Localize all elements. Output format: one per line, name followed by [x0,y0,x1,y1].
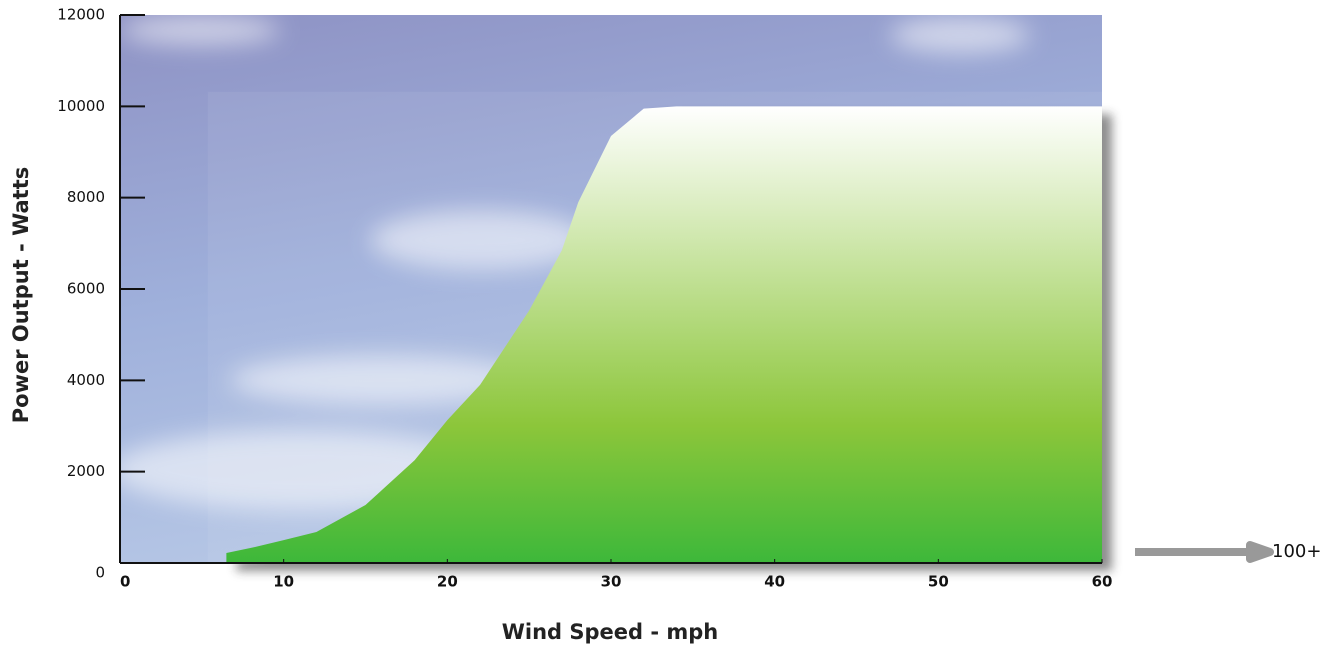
x-tick-label: 20 [437,573,458,591]
x-tick-label: 0 [120,573,130,591]
y-tick-label: 0 [95,564,105,582]
y-tick-label: 6000 [67,280,105,298]
y-tick-label: 4000 [67,371,105,389]
x-tick-label: 60 [1092,573,1113,591]
x-tick-label: 50 [928,573,949,591]
y-tick-label: 2000 [67,462,105,480]
area [226,106,1103,563]
x-axis-title: Wind Speed - mph [502,620,719,644]
x-tick-label: 30 [601,573,622,591]
x-tick-label: 40 [764,573,785,591]
y-tick-label: 8000 [67,188,105,206]
annotation: 100+ [1272,541,1321,562]
y-tick-label: 12000 [57,6,105,24]
x-tick-label: 10 [273,573,294,591]
arrow [1135,541,1274,563]
y-axis-title: Power Output - Watts [9,167,33,424]
y-tick-label: 10000 [57,97,105,115]
